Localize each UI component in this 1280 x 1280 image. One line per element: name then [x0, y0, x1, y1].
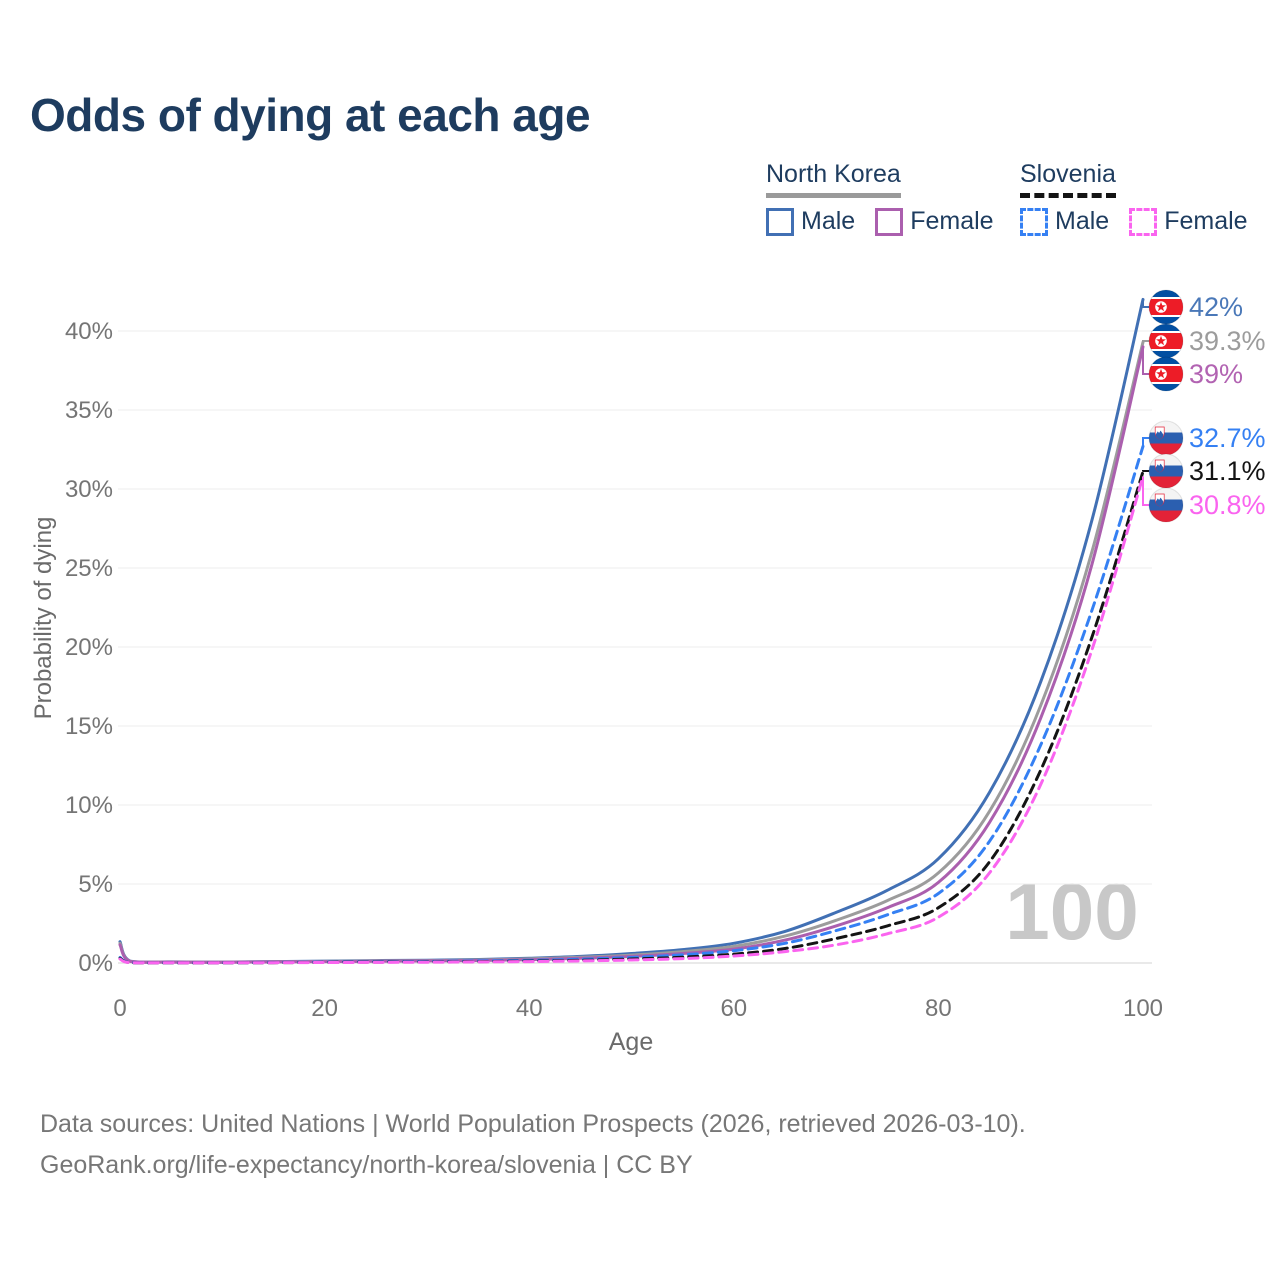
end-value-label-slovenia-female: 30.8%: [1189, 490, 1266, 520]
y-tick-label: 0%: [78, 950, 113, 977]
end-label-connector: [1142, 470, 1149, 472]
end-value-label-north-korea-male: 42%: [1189, 292, 1243, 322]
series-line-north-korea-both-sexes: [118, 340, 1145, 964]
series-line-slovenia-male: [118, 444, 1145, 965]
north-korea-flag-icon: [1148, 323, 1184, 359]
age-counter-watermark: 100: [1005, 867, 1139, 956]
series-line-north-korea-female: [118, 345, 1145, 964]
y-tick-label: 20%: [65, 634, 113, 661]
legend-label-nk-female: Female: [910, 207, 994, 235]
y-axis-title: Probability of dying: [30, 516, 57, 720]
x-tick-label: 80: [925, 995, 952, 1022]
x-tick-label: 40: [516, 995, 543, 1022]
si-male-checkbox-icon[interactable]: [1020, 207, 1048, 236]
legend-item-si-male[interactable]: Male: [1020, 207, 1109, 236]
footer: Data sources: United Nations | World Pop…: [40, 1104, 1026, 1186]
legend-label-nk-male: Male: [801, 207, 856, 235]
footer-attribution: GeoRank.org/life-expectancy/north-korea/…: [40, 1151, 693, 1179]
legend-item-si-female[interactable]: Female: [1129, 207, 1248, 236]
x-axis-title: Age: [608, 1028, 654, 1056]
x-tick-label: 100: [1123, 995, 1163, 1022]
series-line-slovenia-both-sexes: [118, 470, 1145, 965]
end-label-connector: [1142, 299, 1149, 308]
nk-male-checkbox-icon[interactable]: [766, 207, 794, 236]
legend-label-si-female: Female: [1164, 207, 1248, 235]
page-title: Odds of dying at each age: [30, 89, 591, 141]
y-tick-label: 10%: [65, 792, 113, 819]
x-tick-label: 60: [720, 995, 747, 1022]
x-tick-label: 0: [113, 995, 126, 1022]
series-line-slovenia-female: [118, 474, 1145, 965]
y-tick-label: 40%: [65, 318, 113, 345]
end-label-connector: [1142, 346, 1149, 375]
end-value-label-slovenia-both-sexes: 31.1%: [1189, 456, 1266, 486]
legend-label-si-male: Male: [1055, 207, 1110, 235]
end-value-label-north-korea-both-sexes: 39.3%: [1189, 326, 1266, 356]
footer-data-sources: Data sources: United Nations | World Pop…: [40, 1110, 1026, 1138]
end-label-connector: [1142, 340, 1149, 343]
legend-group-north-korea: North Korea Male Female: [766, 160, 994, 236]
legend-header-slovenia: Slovenia: [1020, 160, 1116, 188]
slovenia-flag-icon: [1148, 453, 1184, 489]
nk-female-checkbox-icon[interactable]: [875, 207, 904, 236]
end-label-connector: [1142, 437, 1149, 447]
north-korea-flag-icon: [1148, 289, 1184, 325]
end-label-connector: [1142, 476, 1149, 506]
si-female-checkbox-icon[interactable]: [1129, 207, 1158, 236]
legend-item-nk-male[interactable]: Male: [766, 207, 855, 236]
north-korea-flag-icon: [1148, 356, 1184, 392]
y-tick-label: 25%: [65, 555, 113, 582]
legend-group-slovenia: Slovenia Male Female: [1020, 160, 1248, 236]
legend-line-sample-north-korea: [766, 193, 901, 198]
end-value-label-slovenia-male: 32.7%: [1189, 423, 1266, 453]
y-tick-label: 15%: [65, 713, 113, 740]
legend-line-sample-slovenia: [1020, 193, 1116, 198]
y-tick-label: 35%: [65, 397, 113, 424]
slovenia-flag-icon: [1148, 487, 1184, 523]
x-tick-label: 20: [311, 995, 338, 1022]
end-value-label-north-korea-female: 39%: [1189, 359, 1243, 389]
y-tick-label: 30%: [65, 476, 113, 503]
legend-item-nk-female[interactable]: Female: [875, 207, 994, 236]
slovenia-flag-icon: [1148, 420, 1184, 456]
y-tick-label: 5%: [78, 871, 113, 898]
legend-header-north-korea: North Korea: [766, 160, 901, 188]
